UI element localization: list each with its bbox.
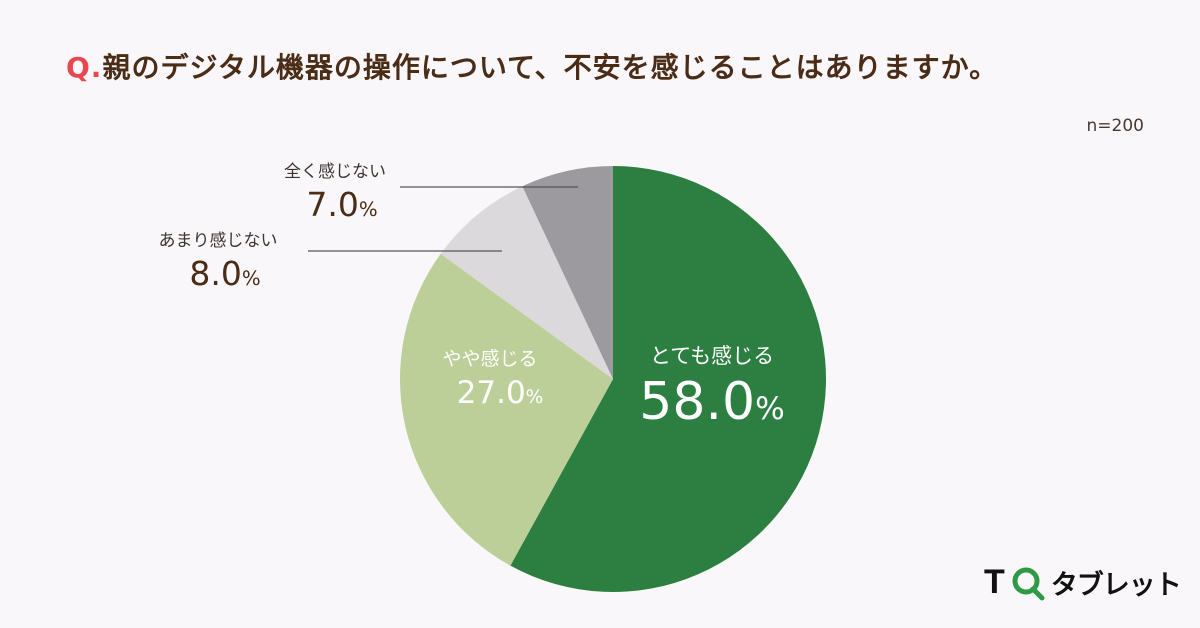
label-very: とても感じる 58.0%	[639, 344, 785, 432]
chart-title: Q.親のデジタル機器の操作について、不安を感じることはありますか。	[66, 46, 998, 86]
slice-not-much	[440, 186, 613, 379]
tq-tablet-logo: T タブレット	[984, 563, 1182, 601]
magnifier-q-icon	[1012, 567, 1045, 600]
label-not-at-all: 全く感じない 7.0%	[284, 162, 386, 224]
slice-not-at-all	[522, 166, 613, 379]
label-not-much: あまり感じない 8.0%	[158, 231, 278, 293]
slice-very	[510, 166, 826, 592]
slice-somewhat	[400, 253, 613, 566]
label-somewhat: やや感じる 27.0%	[442, 348, 544, 411]
sample-size: n=200	[1086, 116, 1144, 136]
question-text: 親のデジタル機器の操作について、不安を感じることはありますか。	[102, 51, 999, 84]
question-prefix: Q.	[66, 51, 103, 84]
